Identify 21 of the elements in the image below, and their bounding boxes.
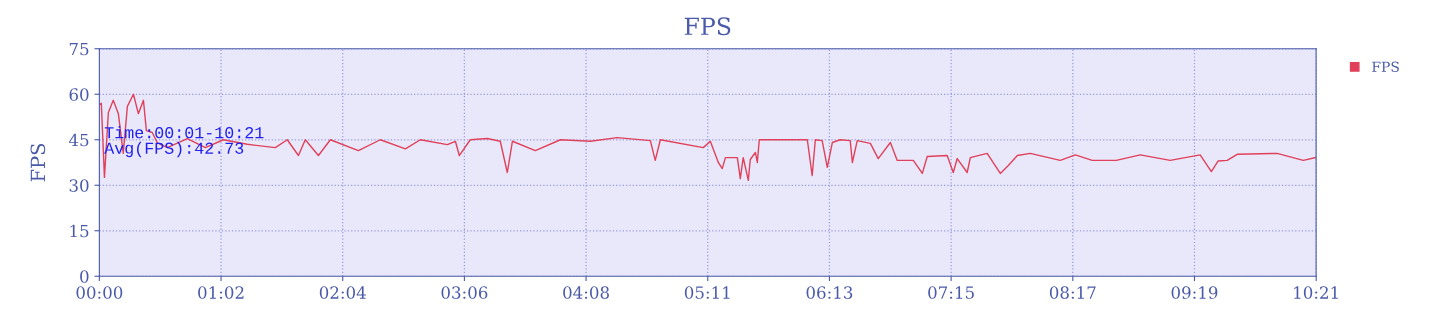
legend-label: FPS [1372,61,1399,72]
line-series [99,93,1316,182]
y-tick-label: 45 [68,133,89,147]
y-tick-label: 30 [69,179,89,192]
x-tick-label: 00:00 [76,286,123,299]
x-tick-label: 09:19 [1171,286,1218,299]
x-tick-label: 02:04 [319,286,366,299]
y-tick-label: 60 [69,88,89,101]
x-tick-label: 06:13 [806,286,853,299]
y-tick-label: 0 [80,270,89,283]
y-tick-label: 15 [70,224,89,238]
y-tick-label: 75 [69,42,89,56]
x-tick-label: 10:21 [1294,286,1338,299]
x-tick-label: 05:11 [684,286,730,299]
x-tick-label: 01:02 [198,286,244,299]
x-tick-label: 04:08 [563,286,609,299]
x-tick-label: 07:15 [928,286,974,299]
y-axis-title: FPS [30,143,46,182]
x-tick-label: 08:17 [1049,286,1096,299]
x-tick-label: 03:06 [441,286,488,299]
chart-title: FPS [684,17,731,36]
